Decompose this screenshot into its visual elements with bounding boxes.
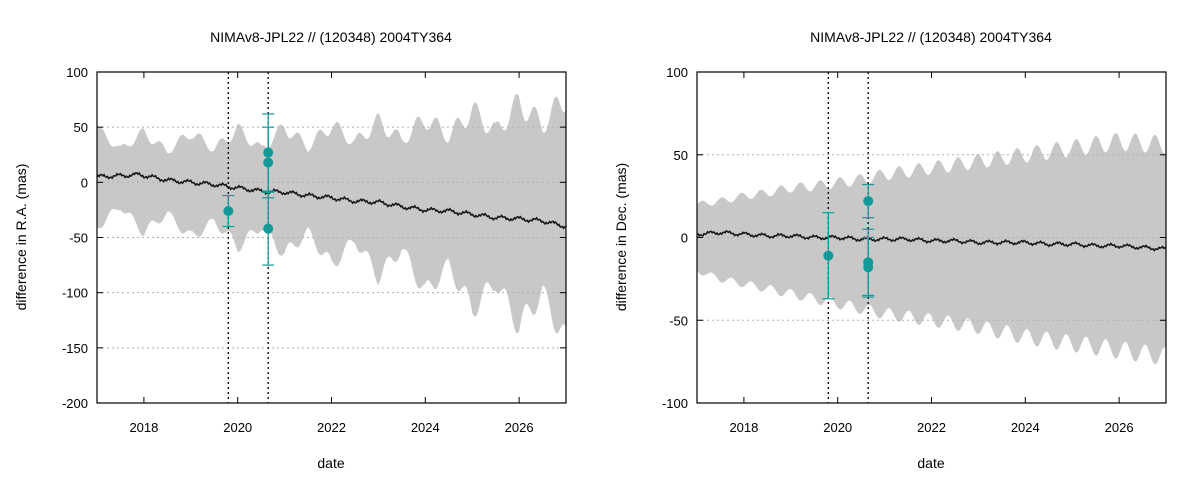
ra-x-tick-label-2: 2022 <box>317 420 346 435</box>
dec-observation-3 <box>862 236 875 298</box>
ra-chart-title: NIMAv8-JPL22 // (120348) 2004TY364 <box>210 29 452 45</box>
ra-point-0 <box>223 206 234 217</box>
dec-point-0 <box>823 250 834 261</box>
ra-y-tick-label-5: -150 <box>62 341 88 356</box>
ra-observation-0 <box>222 194 235 228</box>
dec-x-tick-label-4: 2026 <box>1105 420 1134 435</box>
dec-x-tick-label-0: 2018 <box>729 420 758 435</box>
ra-x-tick-label-1: 2020 <box>223 420 252 435</box>
ra-point-3 <box>263 223 274 234</box>
dec-point-1 <box>863 196 874 207</box>
dec-uncertainty-band <box>697 133 1166 365</box>
dec-observation-1 <box>862 183 875 219</box>
ra-plot-area <box>97 72 566 403</box>
dec-y-tick-label-3: -50 <box>669 313 688 328</box>
ra-y-tick-label-1: 50 <box>74 120 88 135</box>
dec-x-axis-label: date <box>917 455 944 471</box>
dec-y-tick-label-2: 0 <box>681 231 688 246</box>
dec-y-axis-label: difference in Dec. (mas) <box>613 163 629 311</box>
dec-x-tick-label-3: 2024 <box>1011 420 1040 435</box>
ra-y-tick-label-4: -100 <box>62 286 88 301</box>
ra-y-tick-label-2: 0 <box>81 175 88 190</box>
ra-x-tick-label-0: 2018 <box>129 420 158 435</box>
dec-x-tick-label-2: 2022 <box>917 420 946 435</box>
ra-x-tick-label-3: 2024 <box>411 420 440 435</box>
dec-mean-line <box>697 229 1166 252</box>
dec-chart-title: NIMAv8-JPL22 // (120348) 2004TY364 <box>810 29 1052 45</box>
dec-y-tick-label-1: 50 <box>674 148 688 163</box>
ra-panel: NIMAv8-JPL22 // (120348) 2004TY364 date … <box>13 29 567 471</box>
ra-y-tick-label-6: -200 <box>62 396 88 411</box>
ra-uncertainty-band <box>97 93 566 334</box>
dec-y-tick-label-0: 100 <box>666 65 688 80</box>
ra-x-axis-label: date <box>317 455 344 471</box>
ra-point-2 <box>263 157 274 168</box>
dec-plot-area <box>697 72 1166 403</box>
ra-y-tick-label-0: 100 <box>66 65 88 80</box>
ra-observation-3 <box>262 191 275 266</box>
ra-x-tick-label-4: 2026 <box>505 420 534 435</box>
ra-mean-line <box>97 171 566 230</box>
ra-y-tick-label-3: -50 <box>69 231 88 246</box>
dec-y-tick-label-4: -100 <box>662 396 688 411</box>
dec-point-3 <box>863 262 874 273</box>
ra-y-axis-label: difference in R.A. (mas) <box>13 164 29 311</box>
dec-panel: NIMAv8-JPL22 // (120348) 2004TY364 date … <box>613 29 1167 471</box>
dec-observation-0 <box>822 212 835 300</box>
dec-x-tick-label-1: 2020 <box>823 420 852 435</box>
